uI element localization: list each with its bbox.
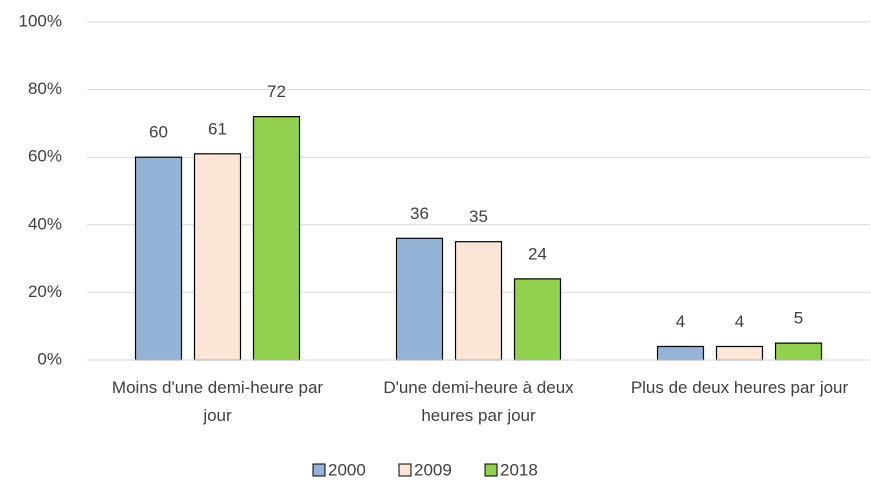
bar (193, 153, 242, 361)
data-label: 4 (735, 312, 744, 331)
legend-label: 2018 (500, 460, 538, 479)
bar (774, 342, 823, 361)
y-tick-label: 60% (28, 147, 62, 166)
data-label: 36 (410, 204, 429, 223)
data-label: 24 (528, 244, 547, 263)
bar (134, 156, 183, 361)
data-label: 35 (469, 207, 488, 226)
y-tick-label: 80% (28, 79, 62, 98)
data-label: 5 (794, 309, 803, 328)
legend-swatch (398, 463, 412, 477)
x-tick-label: D'une demi-heure à deux heures par jour (383, 378, 574, 425)
y-tick-label: 0% (37, 349, 62, 368)
x-tick-label: Plus de deux heures par jour (630, 378, 849, 397)
y-tick-label: 20% (28, 282, 62, 301)
legend-swatch (484, 463, 498, 477)
x-tick-label: Moins d'une demi-heure par jour (111, 378, 324, 425)
bar (454, 241, 503, 361)
legend-swatch (312, 463, 326, 477)
bar (513, 278, 562, 361)
bar (656, 345, 705, 361)
data-label: 60 (149, 123, 168, 142)
data-label: 4 (676, 312, 685, 331)
y-tick-label: 100% (19, 11, 62, 30)
data-label: 61 (208, 119, 227, 138)
bar (395, 237, 444, 361)
y-tick-label: 40% (28, 214, 62, 233)
legend-label: 2000 (328, 460, 366, 479)
bar (252, 116, 301, 361)
data-label: 72 (267, 82, 286, 101)
bar (715, 345, 764, 361)
legend-label: 2009 (414, 460, 452, 479)
